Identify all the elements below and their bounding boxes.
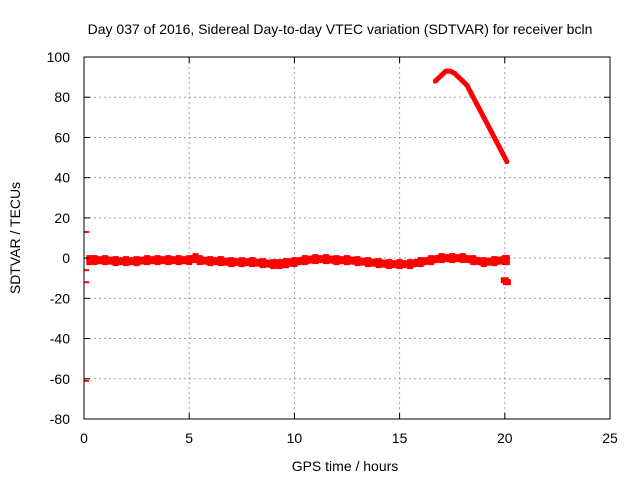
arc-point xyxy=(486,123,490,128)
near-zero-point xyxy=(165,255,172,266)
near-zero-point xyxy=(344,255,350,266)
near-zero-point xyxy=(301,255,308,266)
arc-point xyxy=(481,115,486,120)
arc-point xyxy=(498,147,503,152)
arc-point xyxy=(494,139,499,144)
arc-point xyxy=(439,73,444,78)
chart-title: Day 037 of 2016, Sidereal Day-to-day VTE… xyxy=(88,21,593,37)
x-tick-label: 15 xyxy=(392,430,408,446)
x-tick-label: 5 xyxy=(185,430,193,446)
near-zero-point xyxy=(407,259,414,270)
near-zero-point xyxy=(283,258,289,269)
near-zero-point xyxy=(123,256,130,267)
arc-point xyxy=(448,69,453,74)
near-zero-point xyxy=(323,254,329,265)
data-series xyxy=(84,68,511,382)
near-zero-point xyxy=(503,255,510,266)
near-zero-point xyxy=(207,256,214,267)
y-tick-label: -60 xyxy=(50,371,70,387)
arc-point xyxy=(502,155,507,160)
near-zero-point xyxy=(196,255,203,266)
near-zero-point xyxy=(91,255,98,266)
near-zero-point xyxy=(228,257,235,268)
y-tick-label: -80 xyxy=(50,411,70,427)
axis-ticks: 0 5 10 15 20 25 -80 -60 -40 -20 0 20 40 60 80 100 xyxy=(47,49,618,446)
y-tick-label: 100 xyxy=(47,49,71,65)
near-zero-point xyxy=(354,256,361,267)
arc-point xyxy=(452,71,457,76)
x-tick-label: 10 xyxy=(287,430,303,446)
near-zero-point xyxy=(459,253,466,264)
near-zero-point xyxy=(291,257,298,268)
x-tick-label: 25 xyxy=(602,430,618,446)
near-zero-point xyxy=(270,259,277,270)
arc-point xyxy=(473,99,478,104)
y-tick-label: 40 xyxy=(54,170,70,186)
near-zero-point xyxy=(365,257,371,268)
arc-point xyxy=(464,83,469,88)
arc-point xyxy=(456,75,461,80)
grid xyxy=(84,57,610,419)
plot-frame xyxy=(83,56,611,420)
near-zero-point xyxy=(112,256,119,267)
near-zero-point xyxy=(259,258,266,269)
near-zero-point xyxy=(491,256,498,267)
y-tick-label: 20 xyxy=(54,210,70,226)
near-zero-point xyxy=(133,256,140,267)
near-zero-point xyxy=(186,255,193,266)
near-zero-point xyxy=(102,255,108,266)
near-zero-point xyxy=(333,255,340,266)
arc-point xyxy=(433,79,438,84)
y-tick-label: 60 xyxy=(54,129,70,145)
near-zero-point xyxy=(375,258,382,269)
near-zero-point xyxy=(144,255,151,266)
y-tick-label: -20 xyxy=(50,290,70,306)
y-axis-label: SDTVAR / TECUs xyxy=(7,182,23,294)
near-zero-point xyxy=(312,254,319,265)
y-tick-label: 0 xyxy=(62,250,70,266)
y-tick-label: -40 xyxy=(50,331,70,347)
near-zero-point xyxy=(386,259,393,270)
near-zero-point xyxy=(86,255,93,266)
near-zero-point xyxy=(417,257,424,268)
near-zero-point xyxy=(470,255,477,266)
near-zero-point xyxy=(217,256,224,267)
arc-point xyxy=(443,69,448,74)
arc-point xyxy=(504,159,509,164)
x-tick-label: 20 xyxy=(497,430,513,446)
y-tick-label: 80 xyxy=(54,89,70,105)
outlier-point xyxy=(502,279,511,286)
arc-point xyxy=(490,131,495,136)
near-zero-point xyxy=(396,259,403,270)
near-zero-point xyxy=(428,255,435,266)
near-zero-point xyxy=(276,259,283,270)
near-zero-point xyxy=(449,253,456,264)
near-zero-point xyxy=(238,257,245,268)
near-zero-point xyxy=(175,255,182,266)
near-zero-point xyxy=(249,257,256,268)
x-axis-label: GPS time / hours xyxy=(292,458,399,474)
arc-point xyxy=(460,79,465,84)
x-tick-label: 0 xyxy=(80,430,88,446)
arc-point xyxy=(469,91,474,96)
arc-point xyxy=(477,107,482,112)
near-zero-point xyxy=(438,253,445,264)
near-zero-point xyxy=(192,253,199,264)
near-zero-point xyxy=(154,255,161,266)
near-zero-point xyxy=(480,257,487,268)
